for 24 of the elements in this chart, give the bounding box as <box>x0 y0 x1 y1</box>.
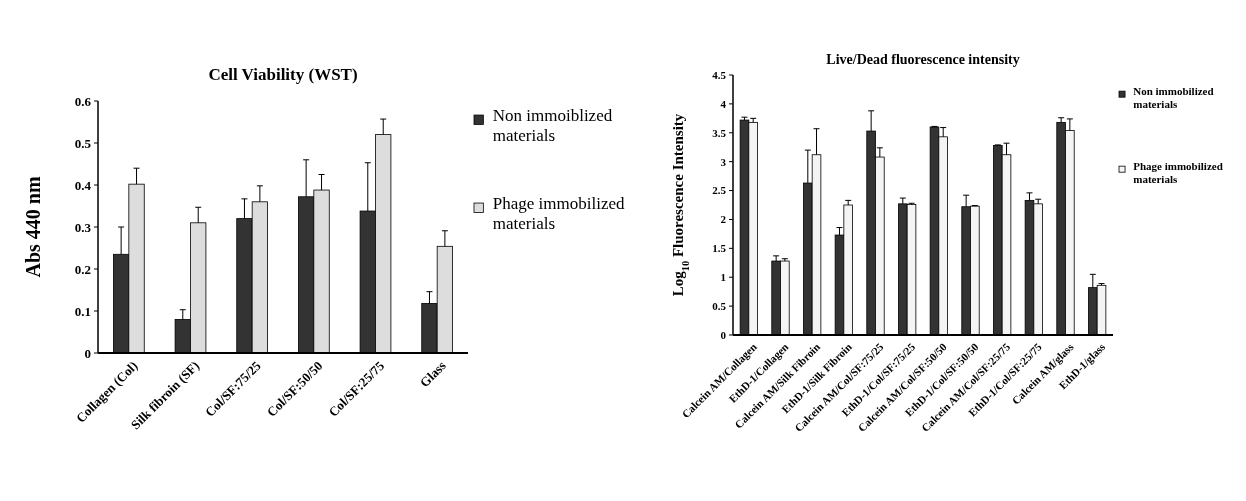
y-tick-label: 2.5 <box>712 184 727 197</box>
y-tick-label: 2 <box>720 213 727 226</box>
y-tick-label: 0.5 <box>712 299 727 312</box>
y-tick-label: 4 <box>720 97 727 110</box>
y-tick-label: 0.3 <box>74 219 92 235</box>
y-tick-label: 0.2 <box>74 261 91 277</box>
y-tick-label: 3 <box>720 155 727 168</box>
y-tick-label: 0.5 <box>74 135 92 151</box>
y-tick-label: 1 <box>720 271 726 284</box>
y-tick-label: 0.1 <box>74 303 91 319</box>
y-tick-label: 0 <box>84 345 91 361</box>
legend-label: Phage immobilized materials <box>1133 160 1223 186</box>
legend-label: Non immoiblized materials <box>492 106 613 146</box>
y-axis-title: Abs 440 nm <box>22 176 44 278</box>
legend-label: Phage immobilized materials <box>492 194 625 234</box>
y-tick-label: 1.5 <box>712 242 727 255</box>
y-tick-label: 0 <box>720 328 727 341</box>
y-tick-label: 3.5 <box>712 126 727 139</box>
chart-title: Live/Dead fluorescence intensity <box>826 52 1020 67</box>
legend-label: Non immobilized materials <box>1133 85 1214 111</box>
chart-title: Cell Viability (WST) <box>208 65 358 84</box>
y-tick-label: 4.5 <box>712 68 727 81</box>
y-tick-label: 0.4 <box>74 177 92 193</box>
y-tick-label: 0.6 <box>74 93 92 109</box>
